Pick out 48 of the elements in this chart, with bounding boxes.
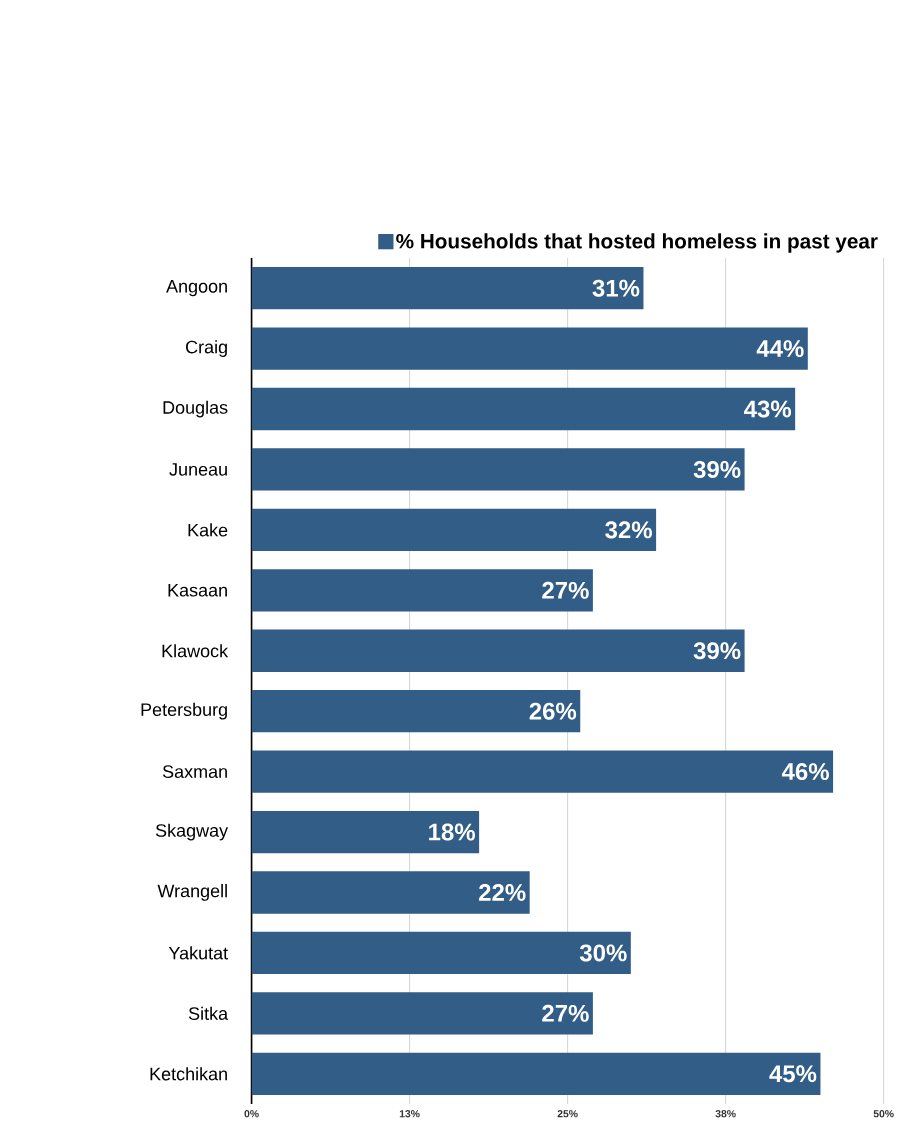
y-tick-label: Douglas — [163, 400, 228, 418]
x-tick-label: 13% — [400, 1110, 420, 1118]
data-label: 46% — [782, 763, 830, 781]
data-label: 43% — [744, 400, 792, 418]
y-tick-label: Kake — [188, 523, 228, 537]
bar — [251, 387, 796, 431]
y-tick-label: Kasaan — [168, 584, 228, 597]
y-tick-label: Sitka — [189, 1006, 229, 1020]
bar — [251, 327, 808, 370]
y-tick-label: Skagway — [156, 823, 229, 841]
y-tick-label: Klawock — [162, 644, 229, 658]
data-label: 22% — [479, 884, 526, 901]
bar — [251, 1052, 821, 1095]
bar — [251, 267, 644, 310]
bar — [251, 508, 657, 552]
data-label: 18% — [429, 823, 476, 841]
bar — [251, 992, 594, 1035]
y-tick-label: Saxman — [163, 765, 228, 778]
bar — [251, 690, 581, 733]
data-label: 30% — [580, 944, 627, 962]
bar — [251, 810, 480, 854]
data-label: 32% — [605, 521, 653, 539]
bar — [251, 629, 745, 672]
data-label: 27% — [542, 581, 589, 599]
x-tick-label: 0% — [244, 1110, 259, 1118]
data-label: 39% — [693, 460, 741, 478]
y-tick-label: Craig — [186, 340, 228, 357]
y-tick-label: Juneau — [169, 463, 228, 476]
data-label: 39% — [693, 642, 741, 660]
data-label: 31% — [592, 279, 640, 297]
x-tick-label: 50% — [873, 1110, 894, 1118]
bar — [251, 750, 834, 793]
data-label: 27% — [542, 1004, 589, 1022]
bar — [251, 569, 594, 612]
x-tick-label: 25% — [557, 1110, 578, 1118]
data-label: 45% — [769, 1065, 817, 1083]
data-label: 44% — [756, 340, 804, 358]
y-tick-label: Yakutat — [168, 946, 229, 960]
bar — [251, 448, 745, 491]
bar — [251, 871, 530, 914]
y-tick-label: Ketchikan — [150, 1067, 228, 1081]
y-tick-label: Angoon — [166, 280, 228, 297]
data-label: 26% — [529, 702, 577, 720]
x-tick-label: 38% — [715, 1110, 736, 1118]
bar — [251, 931, 631, 975]
y-tick-label: Wrangell — [157, 884, 228, 901]
y-tick-label: Petersburg — [141, 702, 228, 720]
legend-label: % Households that hosted homeless in past year — [396, 233, 878, 253]
